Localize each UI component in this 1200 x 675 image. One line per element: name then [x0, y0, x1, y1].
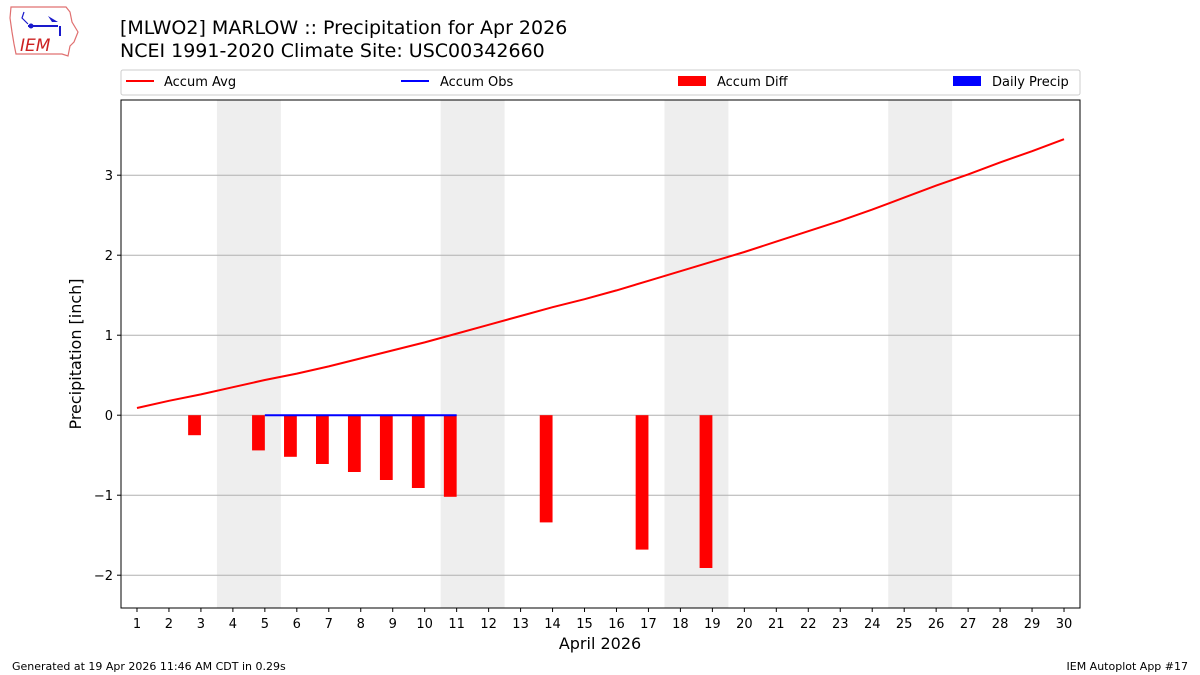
y-tick-label: 3 [105, 169, 113, 184]
legend-accum-diff: Accum Diff [717, 75, 789, 90]
x-tick-label: 12 [480, 617, 497, 632]
y-tick-label: −1 [94, 489, 113, 504]
x-tick-label: 8 [357, 617, 365, 632]
y-tick-label: −2 [94, 569, 113, 584]
x-tick-label: 25 [896, 617, 913, 632]
weekend-shade [216, 100, 281, 608]
y-tick-label: 0 [105, 409, 113, 424]
x-tick-label: 6 [293, 617, 301, 632]
accum-diff-bar [347, 415, 361, 472]
x-tick-label: 11 [448, 617, 465, 632]
x-tick-label: 27 [960, 617, 977, 632]
weekend-shade [440, 100, 505, 608]
x-tick-label: 7 [325, 617, 333, 632]
x-tick-label: 18 [672, 617, 689, 632]
x-tick-label: 24 [864, 617, 881, 632]
accum-diff-bar [539, 415, 553, 523]
legend: Accum Avg Accum Obs Accum Diff Daily Pre… [120, 69, 1081, 96]
accum-diff-bar [699, 415, 713, 568]
accum-avg-line [136, 138, 1065, 409]
x-tick-label: 13 [512, 617, 529, 632]
x-tick-label: 15 [576, 617, 593, 632]
x-tick-label: 1 [133, 617, 141, 632]
accum-diff-bar [379, 415, 393, 480]
x-axis-label: April 2026 [559, 634, 641, 653]
x-tick-label: 22 [800, 617, 817, 632]
x-tick-label: 29 [1024, 617, 1041, 632]
chart-title: [MLWO2] MARLOW :: Precipitation for Apr … [120, 17, 568, 39]
accum-diff-bar [411, 415, 425, 488]
y-tick-label: 1 [105, 329, 113, 344]
x-tick-label: 16 [608, 617, 625, 632]
accum-diff-bar [284, 415, 297, 457]
accum-diff-bar [315, 415, 329, 464]
x-tick-label: 21 [768, 617, 785, 632]
iem-logo: IEM [8, 4, 80, 62]
legend-accum-avg: Accum Avg [164, 75, 236, 90]
x-tick-label: 9 [389, 617, 397, 632]
accum-diff-bar [252, 415, 265, 451]
weekend-shade [664, 100, 729, 608]
x-tick-label: 30 [1056, 617, 1073, 632]
accum-diff-bar [443, 415, 457, 497]
plot-frame [120, 99, 1081, 609]
accum-diff-bar [635, 415, 649, 550]
legend-swatch-daily-precip [953, 76, 981, 86]
x-tick-label: 4 [229, 617, 237, 632]
x-tick-label: 3 [197, 617, 205, 632]
footer-app: IEM Autoplot App #17 [1066, 660, 1189, 673]
y-tick-label: 2 [105, 249, 113, 264]
footer-generated: Generated at 19 Apr 2026 11:46 AM CDT in… [12, 660, 286, 673]
chart-subtitle: NCEI 1991-2020 Climate Site: USC00342660 [120, 40, 545, 62]
logo-text: IEM [20, 36, 51, 56]
x-tick-label: 14 [544, 617, 561, 632]
x-tick-label: 20 [736, 617, 753, 632]
x-tick-label: 5 [261, 617, 269, 632]
x-tick-label: 28 [992, 617, 1009, 632]
legend-swatch-accum-diff [678, 76, 706, 86]
y-axis-label: Precipitation [inch] [66, 278, 85, 429]
x-tick-label: 19 [704, 617, 721, 632]
x-tick-label: 23 [832, 617, 849, 632]
x-tick-label: 10 [416, 617, 433, 632]
x-tick-label: 26 [928, 617, 945, 632]
legend-accum-obs: Accum Obs [440, 75, 513, 90]
accum-diff-bar [188, 415, 201, 436]
x-tick-label: 2 [165, 617, 173, 632]
weekend-shade [888, 100, 953, 608]
x-tick-label: 17 [640, 617, 657, 632]
legend-daily-precip: Daily Precip [992, 75, 1069, 90]
